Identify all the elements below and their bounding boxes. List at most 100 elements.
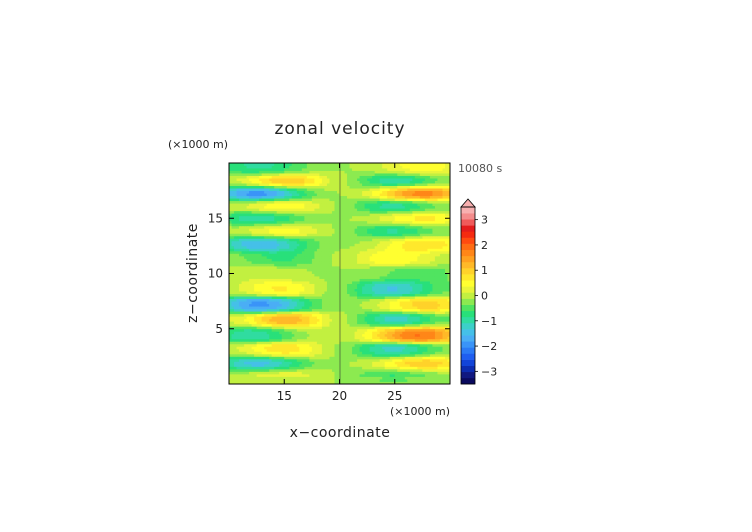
heatmap-cell [394,286,398,289]
heatmap-cell [367,313,371,317]
heatmap-cell [294,326,298,330]
heatmap-cell [231,248,235,252]
heatmap-cell [236,263,240,267]
heatmap-cell [444,368,448,372]
heatmap-cell [434,243,438,247]
heatmap-cell [362,306,366,310]
heatmap-cell [306,363,310,367]
heatmap-cell [251,361,255,365]
heatmap-cell [266,346,270,350]
heatmap-cell [299,281,303,284]
heatmap-cell [229,291,232,294]
heatmap-cell [342,336,345,340]
heatmap-cell [336,313,340,317]
heatmap-cell [342,286,345,289]
heatmap-cell [429,288,433,292]
heatmap-cell [442,333,446,337]
heatmap-cell [404,353,408,357]
heatmap-cell [344,283,348,287]
heatmap-cell [339,253,343,257]
heatmap-cell [409,258,413,262]
heatmap-cell [309,311,313,315]
heatmap-cell [294,276,298,279]
heatmap-cell [404,308,408,312]
heatmap-cell [407,351,411,355]
heatmap-cell [339,358,343,362]
heatmap-cell [434,371,438,375]
heatmap-cell [246,281,250,284]
heatmap-cell [412,328,416,332]
heatmap-cell [379,326,383,330]
heatmap-cell [251,356,255,360]
heatmap-cell [319,286,323,289]
heatmap-cell [387,270,391,274]
heatmap-cell [342,333,345,337]
heatmap-cell [304,288,308,292]
heatmap-cell [427,298,431,302]
heatmap-cell [347,250,350,254]
heatmap-cell [276,293,280,297]
heatmap-cell [316,240,320,244]
heatmap-cell [264,343,268,347]
heatmap-cell [422,276,426,279]
heatmap-cell [377,363,381,367]
heatmap-cell [321,313,325,317]
heatmap-cell [241,313,245,317]
heatmap-cell [354,373,358,377]
heatmap-cell [447,265,450,269]
heatmap-cell [281,255,285,259]
heatmap-cell [329,346,333,350]
heatmap-cell [352,341,355,345]
heatmap-cell [259,323,263,327]
heatmap-cell [372,273,376,277]
heatmap-cell [357,381,360,384]
heatmap-cell [354,291,358,294]
heatmap-cell [304,268,308,272]
heatmap-cell [281,298,285,302]
heatmap-cell [342,351,345,355]
heatmap-cell [236,308,240,312]
heatmap-cell [299,250,303,254]
heatmap-cell [359,356,363,360]
heatmap-cell [419,248,423,252]
heatmap-cell [269,331,273,335]
heatmap-cell [236,255,240,259]
heatmap-cell [269,276,273,279]
heatmap-cell [342,301,345,305]
heatmap-cell [349,353,353,357]
heatmap-cell [374,368,378,372]
heatmap-cell [424,373,428,377]
heatmap-cell [329,366,333,370]
heatmap-cell [334,281,338,284]
heatmap-cell [296,381,300,384]
heatmap-cell [364,240,368,244]
heatmap-cell [301,308,305,312]
heatmap-cell [377,338,381,342]
heatmap-cell [314,376,318,380]
heatmap-cell [244,328,247,332]
heatmap-cell [336,381,340,384]
heatmap-cell [249,301,252,305]
heatmap-cell [442,281,446,284]
heatmap-cell [352,378,355,382]
heatmap-cell [231,371,235,375]
heatmap-cell [299,356,303,360]
heatmap-cell [294,270,298,274]
heatmap-cell [429,243,433,247]
heatmap-cell [424,286,428,289]
heatmap-cell [336,281,340,284]
heatmap-cell [382,291,386,294]
heatmap-cell [249,245,252,249]
heatmap-cell [342,283,345,287]
heatmap-cell [294,361,298,365]
heatmap-cell [367,268,371,272]
heatmap-cell [271,250,275,254]
heatmap-cell [407,273,411,277]
heatmap-cell [339,260,343,264]
heatmap-cell [444,363,448,367]
heatmap-cell [354,341,358,345]
heatmap-cell [234,250,237,254]
heatmap-cell [357,278,360,282]
heatmap-cell [344,245,348,249]
